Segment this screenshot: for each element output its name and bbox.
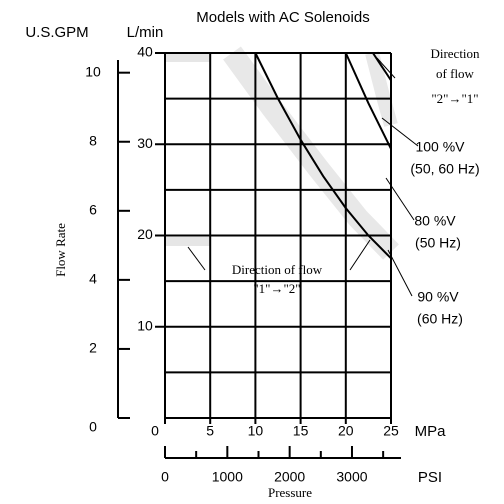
x-tick-label: 15 bbox=[293, 423, 309, 439]
y-tick-label: 40 bbox=[137, 44, 153, 60]
x-label: Pressure bbox=[268, 485, 312, 500]
series-note: (50 Hz) bbox=[415, 235, 461, 251]
shade bbox=[165, 237, 210, 246]
series-label: 80 %V bbox=[414, 213, 456, 229]
series-line bbox=[344, 52, 392, 150]
series-line bbox=[254, 52, 392, 260]
x-tick-label: 5 bbox=[206, 423, 214, 439]
x-tick-label: 0 bbox=[151, 423, 159, 439]
x2-unit: PSI bbox=[418, 469, 442, 486]
y2-tick-label: 6 bbox=[89, 202, 97, 218]
annotation: "2"→"1" bbox=[431, 91, 478, 106]
series-label: 90 %V bbox=[417, 289, 459, 305]
series-label: 100 %V bbox=[415, 139, 465, 155]
y-tick-label: 30 bbox=[137, 135, 153, 151]
series-note: (60 Hz) bbox=[417, 311, 463, 327]
shade-band bbox=[365, 51, 398, 127]
chart-title: Models with AC Solenoids bbox=[196, 9, 369, 26]
x-tick-label: 25 bbox=[383, 423, 399, 439]
leader bbox=[187, 246, 206, 271]
annotation: of flow bbox=[436, 66, 475, 81]
series-note: (50, 60 Hz) bbox=[410, 161, 479, 177]
x2-tick-label: 1000 bbox=[212, 469, 243, 485]
y-label: Flow Rate bbox=[53, 223, 68, 277]
annotation: "1"→"2" bbox=[253, 281, 300, 296]
y2-tick-label: 10 bbox=[85, 63, 101, 79]
y-tick-label: 10 bbox=[137, 317, 153, 333]
leader bbox=[381, 117, 419, 147]
shade bbox=[165, 53, 210, 62]
series-line bbox=[372, 52, 392, 81]
x2-tick-label: 3000 bbox=[336, 469, 367, 485]
y2-tick-label: 8 bbox=[89, 132, 97, 148]
y2-tick-label: 0 bbox=[89, 419, 97, 435]
y2-unit: U.S.GPM bbox=[25, 24, 88, 41]
x-tick-label: 10 bbox=[248, 423, 264, 439]
x2-tick-label: 0 bbox=[161, 469, 169, 485]
x-tick-label: 20 bbox=[338, 423, 354, 439]
y2-tick-label: 4 bbox=[89, 271, 97, 287]
annotation: Direction of flow bbox=[232, 262, 323, 277]
x2-tick-label: 2000 bbox=[274, 469, 305, 485]
x-unit: MPa bbox=[415, 423, 447, 440]
annotation: Direction bbox=[430, 46, 480, 61]
y-tick-label: 20 bbox=[137, 226, 153, 242]
y-unit: L/min bbox=[127, 24, 164, 41]
leader bbox=[349, 239, 371, 271]
y2-tick-label: 2 bbox=[89, 340, 97, 356]
